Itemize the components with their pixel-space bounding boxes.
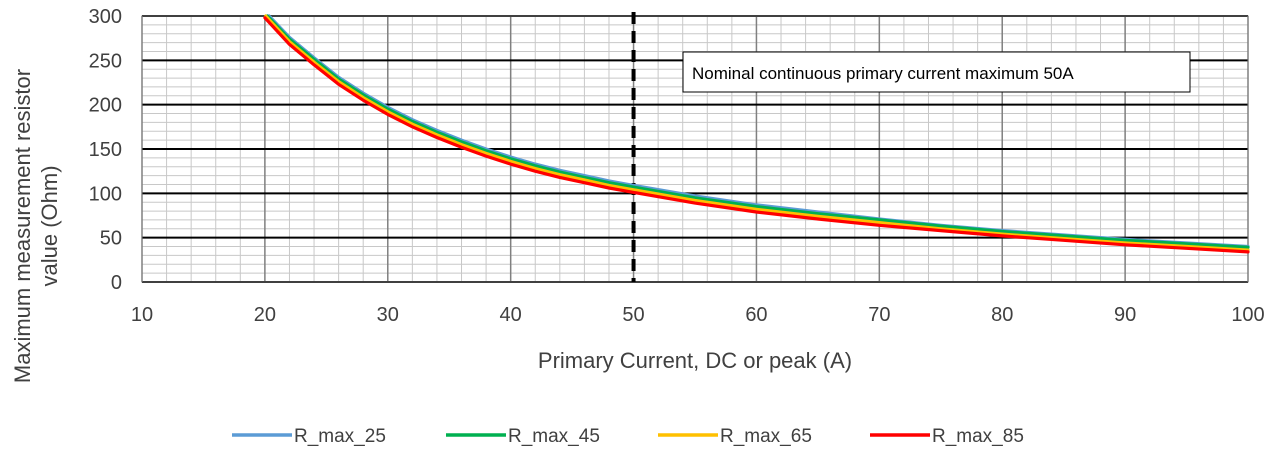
legend-label: R_max_85 bbox=[932, 426, 1024, 447]
annotation-text: Nominal continuous primary current maxim… bbox=[692, 64, 1074, 83]
y-axis-title-line1: Maximum measurement resistor bbox=[10, 69, 35, 383]
x-tick-label: 80 bbox=[991, 304, 1013, 326]
x-tick-label: 90 bbox=[1114, 304, 1136, 326]
x-tick-label: 10 bbox=[131, 304, 153, 326]
legend-label: R_max_45 bbox=[508, 426, 600, 447]
legend-label: R_max_65 bbox=[720, 426, 812, 447]
y-tick-label: 200 bbox=[89, 95, 122, 117]
y-axis-title-line2: value (Ohm) bbox=[37, 165, 62, 286]
y-tick-labels: 0 50 100 150 200 250 300 bbox=[89, 6, 122, 294]
series-line-r-max-45 bbox=[265, 14, 1250, 249]
x-tick-label: 40 bbox=[500, 304, 522, 326]
y-tick-label: 50 bbox=[100, 228, 122, 250]
x-tick-label: 60 bbox=[745, 304, 767, 326]
x-tick-labels: 10 20 30 40 50 60 70 80 90 100 bbox=[131, 304, 1265, 326]
series-line-r-max-65 bbox=[264, 14, 1250, 252]
y-tick-label: 100 bbox=[89, 183, 122, 205]
x-axis-title: Primary Current, DC or peak (A) bbox=[538, 348, 852, 373]
x-tick-label: 100 bbox=[1231, 304, 1264, 326]
x-tick-label: 30 bbox=[377, 304, 399, 326]
x-tick-label: 70 bbox=[868, 304, 890, 326]
y-tick-label: 300 bbox=[89, 6, 122, 28]
annotation-box bbox=[682, 51, 1191, 93]
y-tick-label: 0 bbox=[111, 272, 122, 294]
plot-frame bbox=[141, 15, 1249, 283]
legend: R_max_25 R_max_45 R_max_65 R_max_85 bbox=[232, 426, 1024, 447]
y-axis-title: Maximum measurement resistor value (Ohm) bbox=[10, 69, 62, 383]
series-lines bbox=[263, 14, 1250, 254]
series-line-r-max-85 bbox=[263, 16, 1250, 254]
x-tick-label: 20 bbox=[254, 304, 276, 326]
annotation: Nominal continuous primary current maxim… bbox=[682, 51, 1191, 93]
y-tick-label: 250 bbox=[89, 50, 122, 72]
y-tick-label: 150 bbox=[89, 139, 122, 161]
legend-label: R_max_25 bbox=[294, 426, 386, 447]
x-tick-label: 50 bbox=[622, 304, 644, 326]
plot-area-border bbox=[141, 15, 1249, 283]
